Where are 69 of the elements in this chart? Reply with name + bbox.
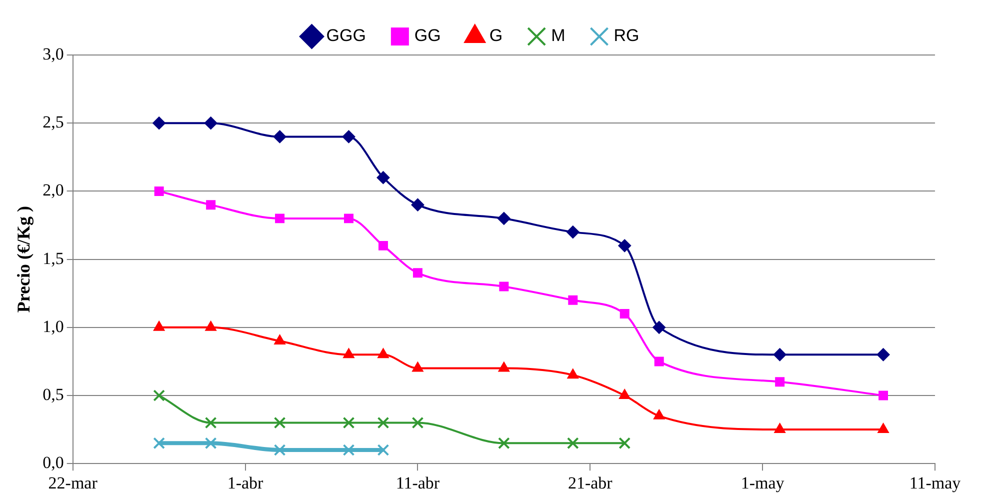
point: [497, 212, 510, 225]
point: [412, 416, 424, 429]
point: [378, 240, 388, 250]
x-tick-label: 11-abr: [396, 473, 440, 492]
legend-label: GGG: [326, 26, 366, 46]
point: [566, 437, 579, 450]
point: [878, 423, 889, 434]
point: [498, 437, 510, 450]
point: [618, 437, 631, 450]
point: [274, 416, 286, 429]
point: [620, 309, 630, 319]
point: [618, 389, 630, 399]
point: [876, 348, 890, 362]
x-tick-label: 1-may: [740, 473, 785, 492]
point: [204, 437, 217, 450]
point: [153, 437, 166, 450]
point: [206, 200, 216, 210]
point: [344, 214, 354, 224]
point: [498, 362, 510, 372]
point: [774, 423, 786, 434]
point: [566, 226, 580, 239]
point: [154, 186, 164, 196]
point: [775, 377, 785, 387]
x-tick-label: 1-abr: [227, 473, 264, 492]
y-tick-label: 1,0: [42, 316, 64, 336]
point: [274, 334, 286, 345]
point: [274, 444, 286, 456]
legend-label: RG: [614, 26, 640, 46]
point: [568, 295, 578, 305]
x-tick-label: 11-may: [909, 473, 962, 492]
legend-label: GG: [414, 26, 441, 46]
point: [152, 116, 166, 130]
point: [342, 416, 355, 429]
y-tick-label: 3,0: [42, 44, 64, 64]
point: [273, 130, 286, 144]
y-tick-label: 2,0: [42, 180, 64, 200]
point: [153, 390, 166, 402]
point: [153, 320, 165, 331]
point: [377, 416, 390, 429]
y-tick-label: 2,5: [42, 112, 64, 132]
x-tick-label: 21-abr: [568, 473, 613, 492]
point: [342, 130, 356, 144]
y-tick-label: 0,0: [42, 453, 64, 472]
point: [205, 320, 216, 331]
y-tick-label: 1,5: [42, 248, 64, 268]
point: [204, 116, 218, 130]
point: [773, 348, 786, 362]
point: [412, 362, 424, 372]
point: [275, 214, 285, 224]
point: [343, 348, 354, 358]
y-axis-title: Precio (€/Kg ): [13, 206, 34, 313]
y-tick-label: 0,5: [42, 384, 64, 404]
point: [878, 390, 888, 400]
point: [342, 444, 355, 456]
point: [377, 444, 390, 456]
x-tick-label: 22-mar: [48, 473, 98, 492]
point: [654, 356, 664, 366]
point: [412, 268, 422, 278]
point: [567, 368, 579, 379]
point: [618, 239, 632, 252]
legend-label: M: [551, 26, 566, 46]
point: [204, 416, 217, 429]
point: [652, 320, 666, 334]
point: [378, 348, 389, 358]
point: [376, 171, 390, 184]
point: [653, 409, 665, 420]
legend-label: G: [489, 26, 503, 46]
point: [411, 198, 424, 212]
point: [499, 282, 509, 292]
